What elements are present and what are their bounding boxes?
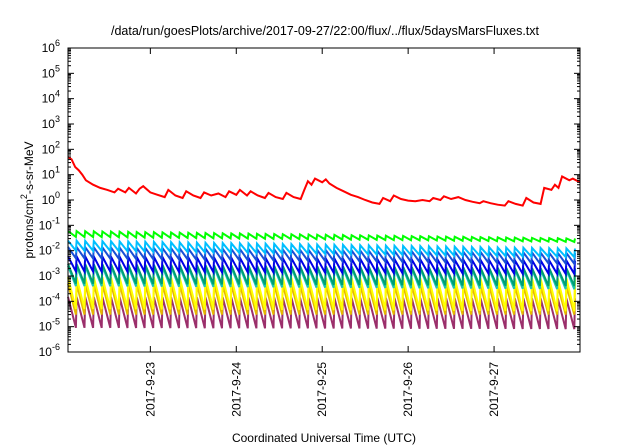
x-axis-label: Coordinated Universal Time (UTC) [232, 431, 416, 445]
y-tick-base: 10 [39, 269, 53, 283]
y-label-prefix: protons/cm [22, 199, 36, 258]
series-line-1 [67, 156, 581, 207]
y-label-suffix: -s-sr-MeV [22, 141, 36, 194]
y-tick-label: 103 [42, 114, 60, 131]
y-tick-exponent: 4 [55, 89, 60, 99]
series-line-5 [67, 252, 576, 278]
y-tick-base: 10 [42, 41, 56, 55]
y-tick-exponent: -3 [52, 266, 60, 276]
series-layer [67, 156, 581, 330]
y-tick-label: 10-4 [39, 291, 60, 308]
y-tick-exponent: 5 [55, 63, 60, 73]
y-tick-exponent: -5 [52, 317, 60, 327]
y-tick-label: 10-1 [39, 215, 60, 232]
y-tick-base: 10 [42, 92, 56, 106]
series-line-2 [67, 229, 576, 244]
y-tick-base: 10 [42, 117, 56, 131]
y-tick-label: 102 [42, 139, 60, 156]
y-tick-base: 10 [42, 168, 56, 182]
x-tick-label: 2017-9-26 [401, 362, 415, 417]
y-tick-label: 104 [42, 89, 60, 106]
y-tick-base: 10 [39, 218, 53, 232]
y-tick-exponent: 0 [55, 190, 60, 200]
y-tick-exponent: 2 [55, 139, 60, 149]
y-tick-label: 100 [42, 190, 60, 207]
y-tick-exponent: -1 [52, 215, 60, 225]
y-tick-exponent: -2 [52, 241, 60, 251]
y-tick-label: 10-3 [39, 266, 60, 283]
y-tick-exponent: 3 [55, 114, 60, 124]
x-tick-label: 2017-9-25 [315, 362, 329, 417]
y-tick-base: 10 [39, 345, 53, 359]
y-tick-label: 101 [42, 165, 60, 182]
series-line-8 [67, 276, 576, 312]
y-axis-label: protons/cm2-s-sr-MeV [19, 141, 36, 258]
y-tick-label: 10-2 [39, 241, 60, 258]
series-line-3 [67, 238, 576, 260]
x-tick-label: 2017-9-24 [229, 362, 243, 417]
y-tick-base: 10 [39, 244, 53, 258]
y-tick-base: 10 [39, 320, 53, 334]
y-tick-label: 10-6 [39, 342, 60, 359]
y-tick-base: 10 [42, 66, 56, 80]
x-tick-label: 2017-9-23 [143, 362, 157, 417]
y-tick-exponent: 1 [55, 165, 60, 175]
y-tick-label: 10-5 [39, 317, 60, 334]
y-axis: 10610510410310210110010-110-210-310-410-… [39, 38, 580, 359]
chart-title: /data/run/goesPlots/archive/2017-09-27/2… [111, 24, 540, 38]
y-tick-base: 10 [42, 193, 56, 207]
y-tick-label: 105 [42, 63, 60, 80]
y-tick-exponent: 6 [55, 38, 60, 48]
y-tick-base: 10 [42, 142, 56, 156]
x-tick-label: 2017-9-27 [487, 362, 501, 417]
y-tick-exponent: -6 [52, 342, 60, 352]
y-label-sup: 2 [19, 194, 29, 199]
y-tick-label: 106 [42, 38, 60, 55]
x-axis: 2017-9-23 2017-9-24 2017-9-25 2017-9-26 2017… [143, 48, 501, 417]
y-tick-exponent: -4 [52, 291, 60, 301]
y-tick-base: 10 [39, 294, 53, 308]
